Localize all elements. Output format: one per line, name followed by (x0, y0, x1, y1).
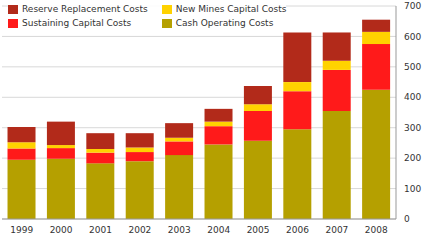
svg-text:2008: 2008 (365, 225, 388, 235)
svg-text:2001: 2001 (89, 225, 112, 235)
svg-text:200: 200 (404, 153, 421, 163)
svg-text:400: 400 (404, 92, 421, 102)
svg-text:1999: 1999 (10, 225, 33, 235)
svg-text:500: 500 (404, 62, 421, 72)
svg-text:700: 700 (404, 1, 421, 11)
svg-text:2000: 2000 (50, 225, 73, 235)
html-text:Cash Operating Costs: Cash Operating Costs (175, 18, 274, 28)
svg-text:2002: 2002 (128, 225, 151, 235)
svg-text:100: 100 (404, 184, 421, 194)
html-text:Reserve Replacement Costs: Reserve Replacement Costs (22, 4, 148, 14)
svg-text:2006: 2006 (286, 225, 309, 235)
svg-text:300: 300 (404, 123, 421, 133)
svg-text:600: 600 (404, 32, 421, 42)
svg-text:2007: 2007 (325, 225, 348, 235)
svg-text:2003: 2003 (168, 225, 191, 235)
html-text:New Mines Capital Costs: New Mines Capital Costs (175, 4, 287, 14)
html-text:Sustaining Capital Costs: Sustaining Capital Costs (22, 18, 132, 28)
svg-text:0: 0 (404, 214, 410, 224)
svg-text:2004: 2004 (207, 225, 230, 235)
svg-text:2005: 2005 (247, 225, 270, 235)
